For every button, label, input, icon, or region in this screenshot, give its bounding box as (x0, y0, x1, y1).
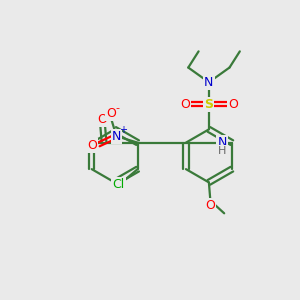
Text: S: S (204, 98, 213, 111)
Text: Cl: Cl (112, 178, 124, 191)
Text: O: O (205, 200, 215, 212)
Text: O: O (106, 107, 116, 120)
Text: N: N (112, 130, 121, 143)
Text: N: N (218, 136, 227, 149)
Text: O: O (180, 98, 190, 111)
Text: N: N (204, 76, 214, 89)
Text: H: H (218, 146, 226, 156)
Text: O: O (228, 98, 238, 111)
Text: -: - (116, 103, 120, 113)
Text: O: O (87, 140, 97, 152)
Text: +: + (119, 125, 127, 135)
Text: O: O (98, 113, 107, 126)
